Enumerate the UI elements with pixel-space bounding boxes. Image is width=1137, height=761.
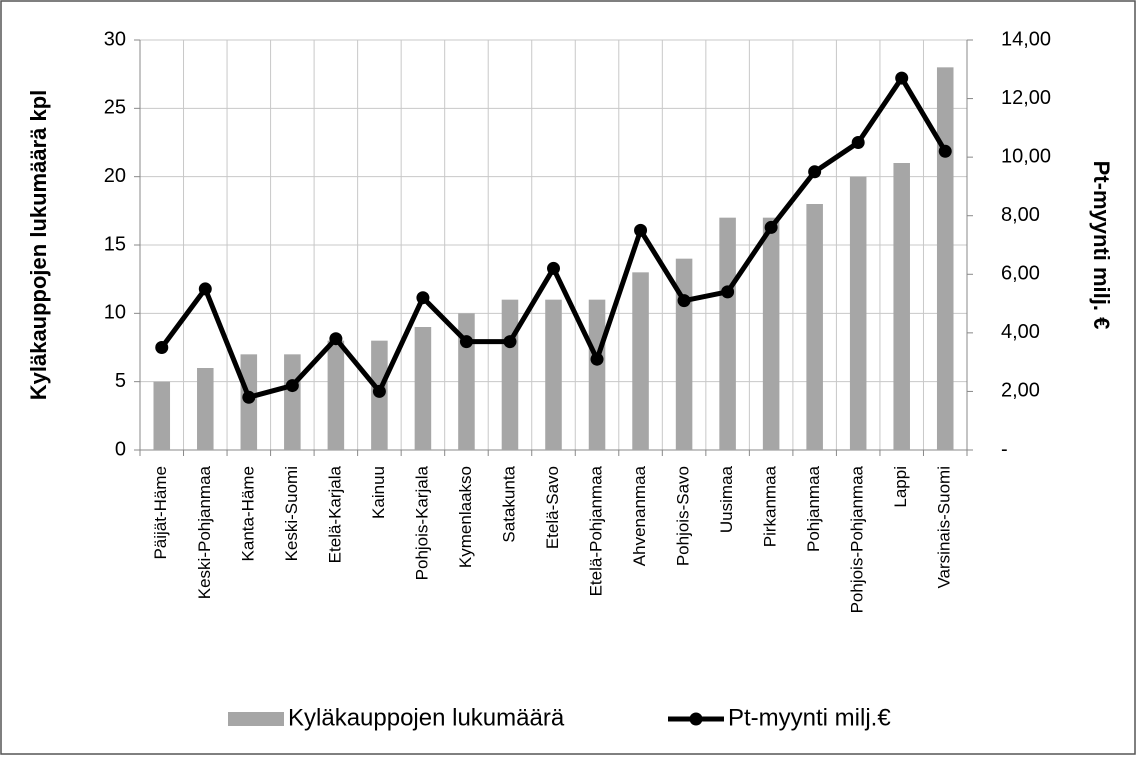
x-tick-label: Keski-Suomi	[282, 466, 301, 561]
line-marker	[329, 332, 343, 346]
x-tick-label: Pohjois-Karjala	[412, 465, 431, 580]
y-axis-title: Kyläkauppojen lukumäärä kpl	[26, 90, 51, 401]
bar	[675, 258, 693, 450]
x-tick-label: Satakunta	[499, 465, 518, 542]
bar	[806, 204, 823, 450]
legend-swatch	[228, 712, 284, 726]
line-marker	[851, 136, 865, 149]
x-tick-label: Pohjois-Pohjanmaa	[848, 465, 867, 613]
bar	[762, 217, 780, 450]
bar	[719, 217, 736, 450]
line-marker	[503, 335, 517, 349]
bar	[197, 368, 214, 450]
y2-tick-label: 14,00	[1001, 28, 1051, 50]
bar	[153, 381, 171, 450]
bar	[936, 67, 954, 450]
y2-tick-label: 4,00	[1001, 321, 1040, 343]
x-tick-label: Pohjois-Savo	[674, 466, 693, 566]
y-tick-label: 20	[104, 165, 126, 187]
line-marker	[372, 384, 386, 398]
y-tick-label: 5	[115, 370, 126, 392]
line-marker	[547, 261, 560, 275]
line-marker	[634, 223, 648, 237]
bar	[284, 354, 301, 450]
bar	[501, 299, 519, 450]
x-tick-label: Kanta-Häme	[238, 466, 257, 561]
y-tick-label: 30	[104, 28, 126, 50]
line-marker	[198, 282, 212, 296]
bar	[893, 163, 910, 450]
x-tick-label: Etelä-Pohjanmaa	[587, 465, 606, 596]
x-tick-label: Kainuu	[369, 466, 388, 519]
y2-tick-label: 10,00	[1001, 145, 1051, 167]
x-tick-label: Uusimaa	[717, 465, 736, 533]
y2-tick-label: 8,00	[1001, 204, 1040, 226]
line-marker	[721, 285, 735, 299]
y2-tick-label: 12,00	[1001, 87, 1051, 109]
x-tick-label: Pirkanmaa	[761, 465, 780, 547]
x-tick-label: Etelä-Savo	[543, 466, 562, 549]
x-tick-label: Varsinais-Suomi	[935, 466, 954, 589]
bar	[632, 272, 649, 450]
line-marker	[590, 352, 604, 366]
line-marker	[459, 335, 473, 349]
y-tick-label: 15	[104, 233, 126, 255]
y2-tick-label: 2,00	[1001, 380, 1040, 402]
x-tick-label: Kymenlaakso	[456, 466, 475, 568]
line-marker	[285, 379, 299, 393]
y-tick-label: 0	[115, 438, 126, 460]
line-marker	[764, 220, 778, 234]
y-tick-label: 10	[104, 302, 126, 324]
legend-swatch	[689, 712, 703, 726]
line-marker	[895, 71, 909, 85]
x-tick-label: Keski-Pohjanmaa	[195, 465, 214, 599]
line-marker	[677, 294, 691, 308]
bar	[545, 299, 562, 450]
y2-axis-title: Pt-myynti milj. €	[1089, 161, 1114, 330]
line-marker	[242, 390, 256, 404]
category-labels: Päijät-Häme Keski-Pohjanmaa Kanta-Häme Kesk…	[151, 465, 953, 613]
x-tick-label: Ahvenanmaa	[630, 465, 649, 566]
line-marker	[808, 165, 822, 179]
bar	[588, 299, 606, 450]
line-marker	[938, 144, 952, 158]
bar	[327, 340, 345, 450]
y2-tick-label: 6,00	[1001, 263, 1040, 285]
x-tick-label: Etelä-Karjala	[325, 465, 344, 563]
x-tick-label: Päijät-Häme	[151, 466, 170, 560]
x-tick-label: Pohjanmaa	[804, 465, 823, 552]
bar	[414, 327, 432, 450]
bar	[849, 176, 867, 450]
line-marker	[416, 291, 430, 305]
legend-label: Kyläkauppojen lukumäärä	[288, 704, 565, 731]
line-marker	[155, 341, 169, 354]
y-tick-label: 25	[104, 97, 126, 119]
x-tick-label: Lappi	[891, 466, 910, 508]
bar	[458, 313, 475, 450]
y2-tick-label: -	[1001, 438, 1008, 460]
legend-label: Pt-myynti milj.€	[728, 704, 891, 731]
